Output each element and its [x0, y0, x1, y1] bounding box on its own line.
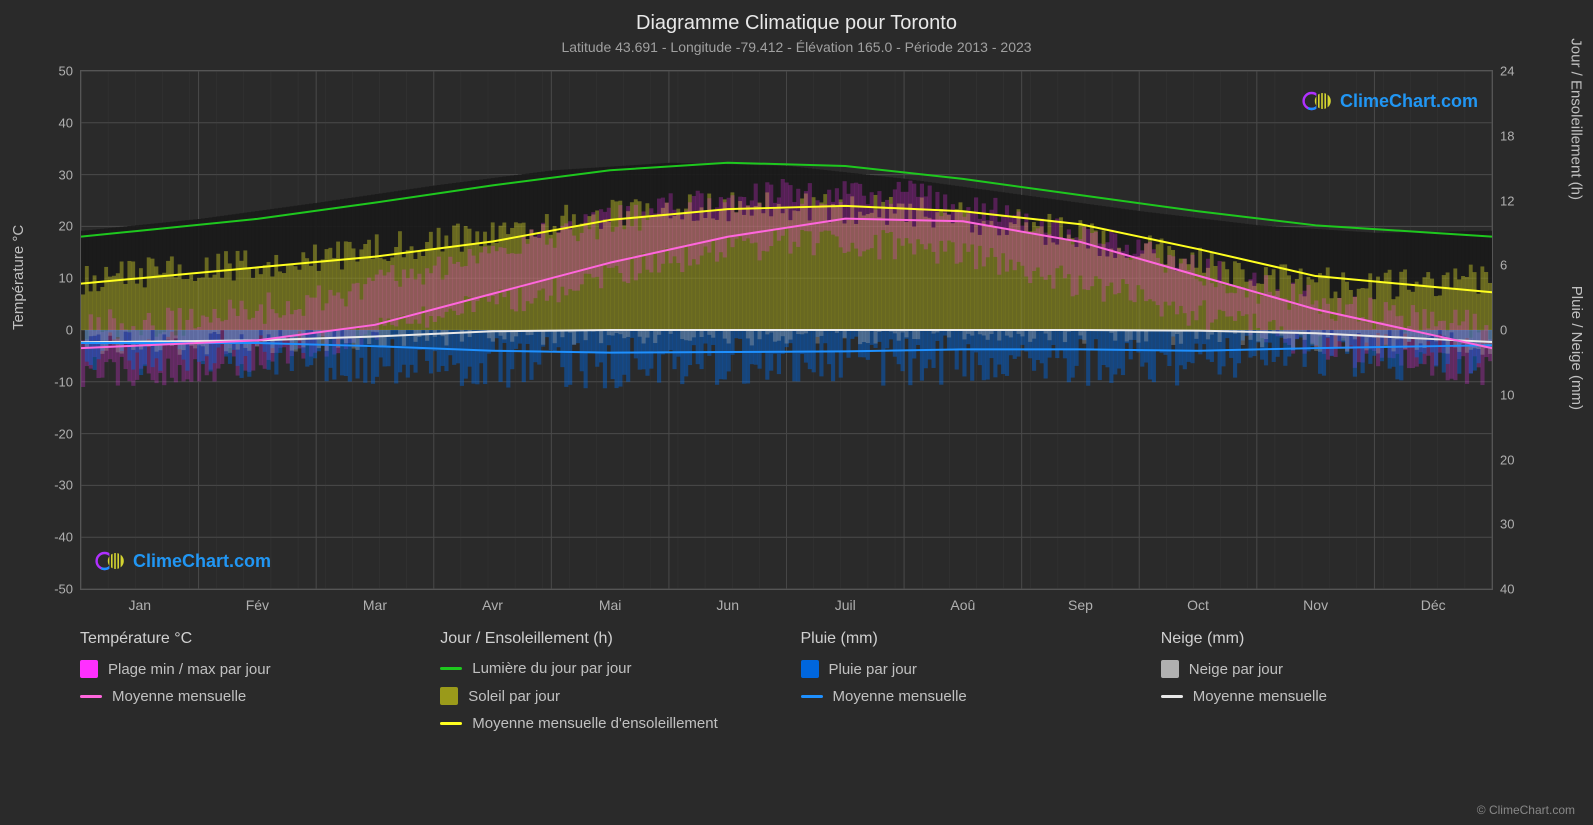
swatch-snow-avg-icon: [1161, 695, 1183, 698]
y-tick-right: 24: [1500, 64, 1514, 79]
legend-item-snow-avg: Moyenne mensuelle: [1161, 688, 1493, 705]
legend-label: Lumière du jour par jour: [472, 660, 631, 677]
swatch-snow-daily-icon: [1161, 660, 1179, 678]
legend-label: Moyenne mensuelle: [1193, 688, 1327, 705]
y-axis-label-right-top: Jour / Ensoleillement (h): [1568, 38, 1585, 200]
legend-item-sunshine-daily: Soleil par jour: [440, 687, 772, 705]
x-tick-month: Fév: [246, 597, 269, 613]
x-tick-month: Mai: [599, 597, 622, 613]
plot-svg: [81, 71, 1492, 589]
chart-subtitle: Latitude 43.691 - Longitude -79.412 - Él…: [0, 35, 1593, 55]
chart-title: Diagramme Climatique pour Toronto: [0, 0, 1593, 35]
legend-label: Soleil par jour: [468, 688, 560, 705]
x-tick-month: Avr: [482, 597, 503, 613]
watermark-bottom: ClimeChart.com: [95, 549, 271, 573]
y-tick-left: 20: [59, 219, 73, 234]
swatch-sunshine-daily-icon: [440, 687, 458, 705]
y-tick-left: 40: [59, 115, 73, 130]
legend-header-day: Jour / Ensoleillement (h): [440, 630, 772, 648]
watermark-text: ClimeChart.com: [1340, 91, 1478, 112]
x-tick-month: Jan: [128, 597, 151, 613]
y-axis-label-right-bottom: Pluie / Neige (mm): [1568, 286, 1585, 410]
y-tick-right: 40: [1500, 582, 1514, 597]
watermark-text: ClimeChart.com: [133, 551, 271, 572]
y-tick-right: 0: [1500, 323, 1507, 338]
legend-col-snow: Neige (mm) Neige par jour Moyenne mensue…: [1161, 630, 1493, 732]
y-tick-right: 18: [1500, 128, 1514, 143]
legend-label: Plage min / max par jour: [108, 661, 271, 678]
y-tick-left: 50: [59, 64, 73, 79]
legend-item-snow-daily: Neige par jour: [1161, 660, 1493, 678]
legend-item-daylight: Lumière du jour par jour: [440, 660, 772, 677]
y-tick-left: -40: [54, 530, 73, 545]
x-tick-month: Jun: [716, 597, 739, 613]
climate-chart: Diagramme Climatique pour Toronto Latitu…: [0, 0, 1593, 825]
legend-item-sunshine-avg: Moyenne mensuelle d'ensoleillement: [440, 715, 772, 732]
copyright: © ClimeChart.com: [1477, 803, 1575, 817]
legend-header-snow: Neige (mm): [1161, 630, 1493, 648]
y-tick-right: 6: [1500, 258, 1507, 273]
watermark-top: ClimeChart.com: [1302, 89, 1478, 113]
legend-header-rain: Pluie (mm): [801, 630, 1133, 648]
legend-item-temp-range: Plage min / max par jour: [80, 660, 412, 678]
swatch-rain-daily-icon: [801, 660, 819, 678]
y-tick-right: 20: [1500, 452, 1514, 467]
swatch-temp-range-icon: [80, 660, 98, 678]
x-tick-month: Juil: [835, 597, 856, 613]
swatch-temp-avg-icon: [80, 695, 102, 698]
y-tick-left: -50: [54, 582, 73, 597]
y-tick-left: 0: [66, 323, 73, 338]
watermark-logo-icon: [95, 549, 127, 573]
y-tick-left: -20: [54, 426, 73, 441]
plot-area: ClimeChart.com ClimeChart.com 5040302010…: [80, 70, 1493, 590]
legend-item-temp-avg: Moyenne mensuelle: [80, 688, 412, 705]
legend-col-rain: Pluie (mm) Pluie par jour Moyenne mensue…: [801, 630, 1133, 732]
swatch-sunshine-avg-icon: [440, 722, 462, 725]
swatch-rain-avg-icon: [801, 695, 823, 698]
y-tick-right: 10: [1500, 387, 1514, 402]
legend-label: Moyenne mensuelle: [112, 688, 246, 705]
y-tick-right: 30: [1500, 517, 1514, 532]
legend-label: Pluie par jour: [829, 661, 917, 678]
y-axis-label-left: Température °C: [10, 225, 27, 330]
y-tick-left: -10: [54, 374, 73, 389]
x-tick-month: Aoû: [950, 597, 975, 613]
x-tick-month: Mar: [363, 597, 387, 613]
swatch-daylight-icon: [440, 667, 462, 670]
x-tick-month: Déc: [1421, 597, 1446, 613]
legend-label: Moyenne mensuelle d'ensoleillement: [472, 715, 718, 732]
legend-col-day: Jour / Ensoleillement (h) Lumière du jou…: [440, 630, 772, 732]
watermark-logo-icon: [1302, 89, 1334, 113]
y-tick-left: 30: [59, 167, 73, 182]
x-tick-month: Sep: [1068, 597, 1093, 613]
x-tick-month: Nov: [1303, 597, 1328, 613]
legend-item-rain-avg: Moyenne mensuelle: [801, 688, 1133, 705]
y-tick-left: 10: [59, 271, 73, 286]
y-tick-right: 12: [1500, 193, 1514, 208]
x-tick-month: Oct: [1187, 597, 1209, 613]
legend-col-temp: Température °C Plage min / max par jour …: [80, 630, 412, 732]
legend-header-temp: Température °C: [80, 630, 412, 648]
legend-item-rain-daily: Pluie par jour: [801, 660, 1133, 678]
legend: Température °C Plage min / max par jour …: [80, 630, 1493, 732]
legend-label: Neige par jour: [1189, 661, 1283, 678]
legend-label: Moyenne mensuelle: [833, 688, 967, 705]
y-tick-left: -30: [54, 478, 73, 493]
